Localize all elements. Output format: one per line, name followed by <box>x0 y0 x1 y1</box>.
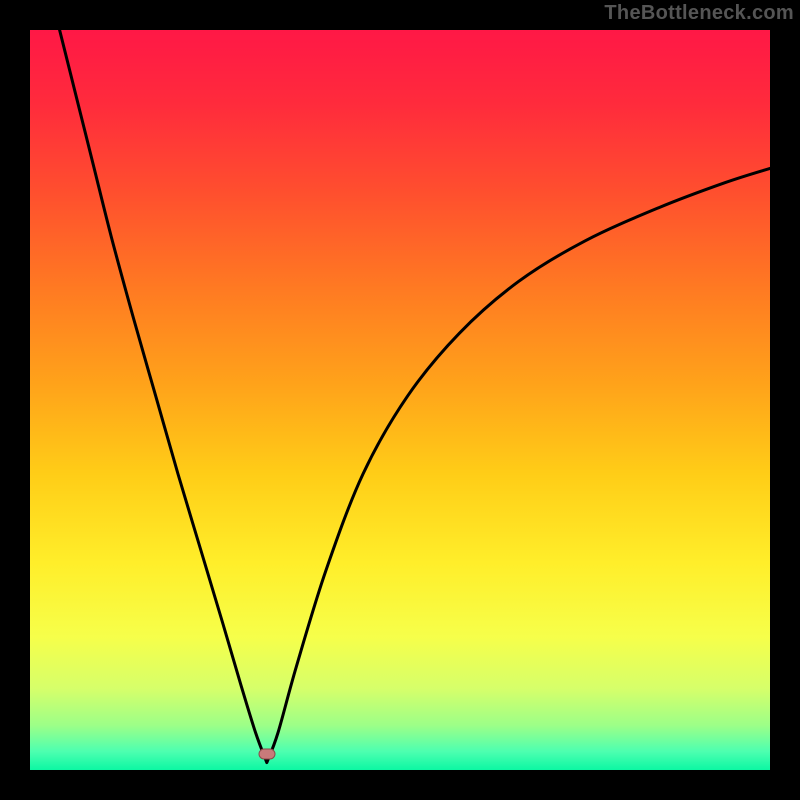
watermark-text: TheBottleneck.com <box>604 2 794 25</box>
chart-stage: TheBottleneck.com <box>0 0 800 800</box>
bottleneck-curve <box>30 30 770 770</box>
min-marker-shape <box>259 749 275 759</box>
curve-path <box>60 30 770 763</box>
min-marker <box>258 749 275 760</box>
plot-area <box>30 30 770 770</box>
